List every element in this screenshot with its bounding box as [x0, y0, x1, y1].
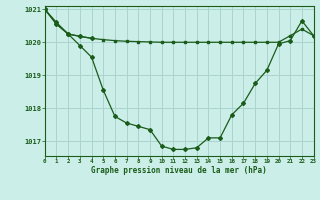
X-axis label: Graphe pression niveau de la mer (hPa): Graphe pression niveau de la mer (hPa) — [91, 166, 267, 175]
